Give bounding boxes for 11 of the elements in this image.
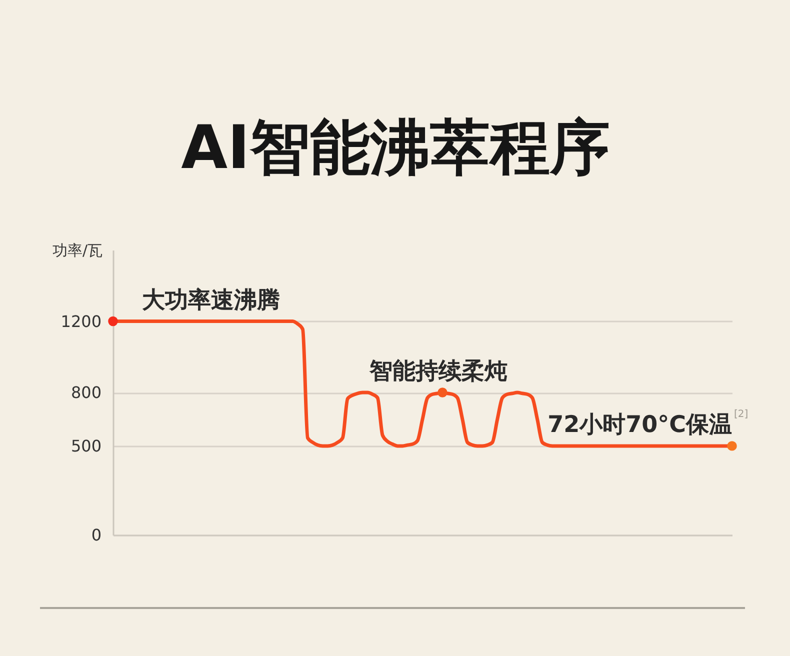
point <box>727 441 737 451</box>
y-axis-title: 功率/瓦 <box>52 242 102 260</box>
y-tick-label: 500 <box>70 436 102 456</box>
chart-title: AI智能沸萃程序 <box>181 113 610 183</box>
annotation: 智能持续柔炖 <box>368 358 508 384</box>
y-tick-label: 800 <box>70 383 102 402</box>
y-tick-label: 0 <box>91 526 102 544</box>
y-tick-label: 1200 <box>60 312 102 331</box>
annotation: 大功率速沸腾 <box>142 286 280 314</box>
point <box>438 388 448 398</box>
point <box>108 316 118 326</box>
